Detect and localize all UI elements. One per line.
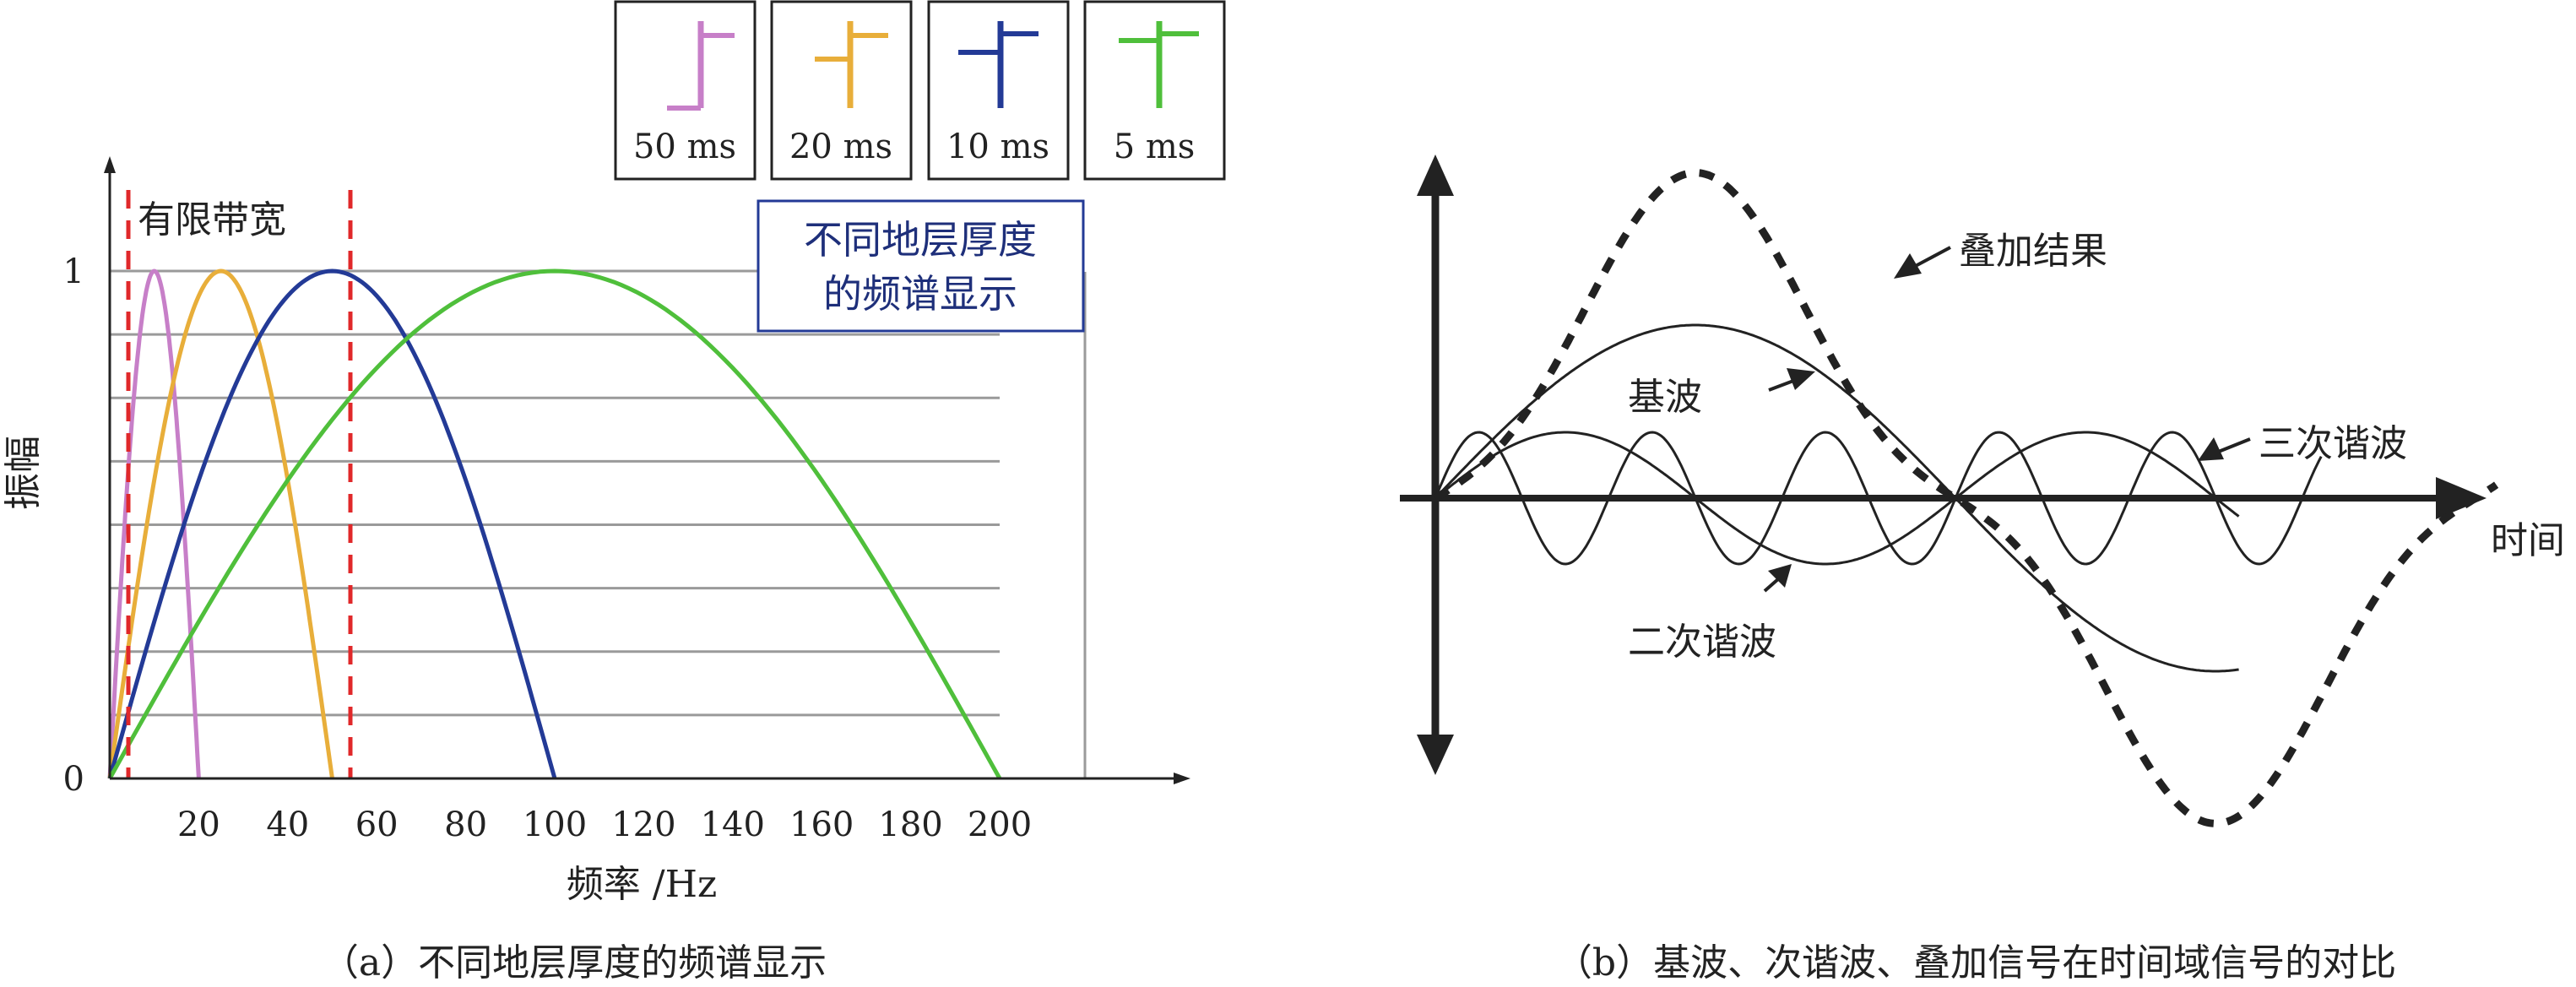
panel-b-harmonics: 时间 叠加结果 基波 三次谐波 二次谐波 （b）基波、次谐波、叠加信号在时间域信… xyxy=(1400,155,2565,984)
x-tick-label: 200 xyxy=(968,805,1032,844)
x-tick-label: 80 xyxy=(444,805,487,844)
panel-a-spectrum: 有限带宽 20 40 60 80 100 120 140 160 180 200 01 频率 /H… xyxy=(2,0,1226,984)
superposition-wave xyxy=(1433,169,2499,827)
curve-20ms xyxy=(107,268,334,779)
caption-b: （b）基波、次谐波、叠加信号在时间域信号的对比 xyxy=(1555,941,2396,984)
label-superposition: 叠加结果 xyxy=(1959,230,2107,273)
waves xyxy=(1433,169,2499,827)
x-tick-label: 160 xyxy=(789,805,854,844)
x-axis-title: 频率 /Hz xyxy=(567,863,717,906)
curve-5ms xyxy=(107,268,1002,780)
y-axis-title: 振幅 xyxy=(2,436,45,510)
y-axis-arrow xyxy=(104,156,116,173)
x-tick-label: 60 xyxy=(355,805,399,844)
legend-label-50ms: 50 ms xyxy=(633,127,736,166)
x-tick-labels: 20 40 60 80 100 120 140 160 180 200 xyxy=(177,805,1032,844)
time-axis-arrow xyxy=(2436,477,2487,519)
x-tick-label: 140 xyxy=(701,805,765,844)
label-second-harmonic: 二次谐波 xyxy=(1628,621,1776,664)
x-axis-arrow xyxy=(1174,773,1190,784)
second-harmonic-wave xyxy=(1434,431,2240,566)
x-tick-label: 180 xyxy=(878,805,942,844)
curve-10ms xyxy=(107,268,557,779)
pointer-third-harmonic-head xyxy=(2198,437,2224,461)
annotation-line-1: 不同地层厚度 xyxy=(804,217,1037,263)
legend-10ms: 10 ms xyxy=(927,0,1070,181)
legend-5ms: 5 ms xyxy=(1083,0,1226,181)
time-axis-label: 时间 xyxy=(2491,519,2565,562)
annotation-box xyxy=(757,199,1085,333)
x-tick-label: 20 xyxy=(177,805,220,844)
legend-label-5ms: 5 ms xyxy=(1114,127,1196,166)
third-harmonic-wave xyxy=(1434,431,2323,566)
label-fundamental: 基波 xyxy=(1628,376,1702,419)
fundamental-wave xyxy=(1434,323,2239,673)
y-tick-label: 1 xyxy=(63,252,84,291)
spectrum-curves xyxy=(107,268,1002,780)
y-tick-labels: 01 xyxy=(63,252,84,799)
x-tick-label: 120 xyxy=(611,805,675,844)
caption-a: （a）不同地层厚度的频谱显示 xyxy=(322,941,827,984)
y-tick-label: 0 xyxy=(63,760,84,799)
legend-50ms: 50 ms xyxy=(614,0,757,181)
annotation-line-2: 的频谱显示 xyxy=(823,271,1017,317)
legend-label-10ms: 10 ms xyxy=(946,127,1049,166)
x-tick-label: 40 xyxy=(266,805,309,844)
legend-label-20ms: 20 ms xyxy=(789,127,892,166)
pointer-superposition-head xyxy=(1894,253,1922,279)
pointer-second-harmonic-head xyxy=(1768,564,1792,588)
legend-20ms: 20 ms xyxy=(770,0,913,181)
amplitude-axis-arrow-up xyxy=(1417,155,1454,196)
pointer-fundamental-head xyxy=(1787,368,1815,390)
x-tick-label: 100 xyxy=(523,805,587,844)
label-third-harmonic: 三次谐波 xyxy=(2259,422,2407,465)
grid-lines xyxy=(110,269,1000,717)
amplitude-axis-arrow-down xyxy=(1417,735,1454,775)
bandwidth-label: 有限带宽 xyxy=(138,198,286,241)
